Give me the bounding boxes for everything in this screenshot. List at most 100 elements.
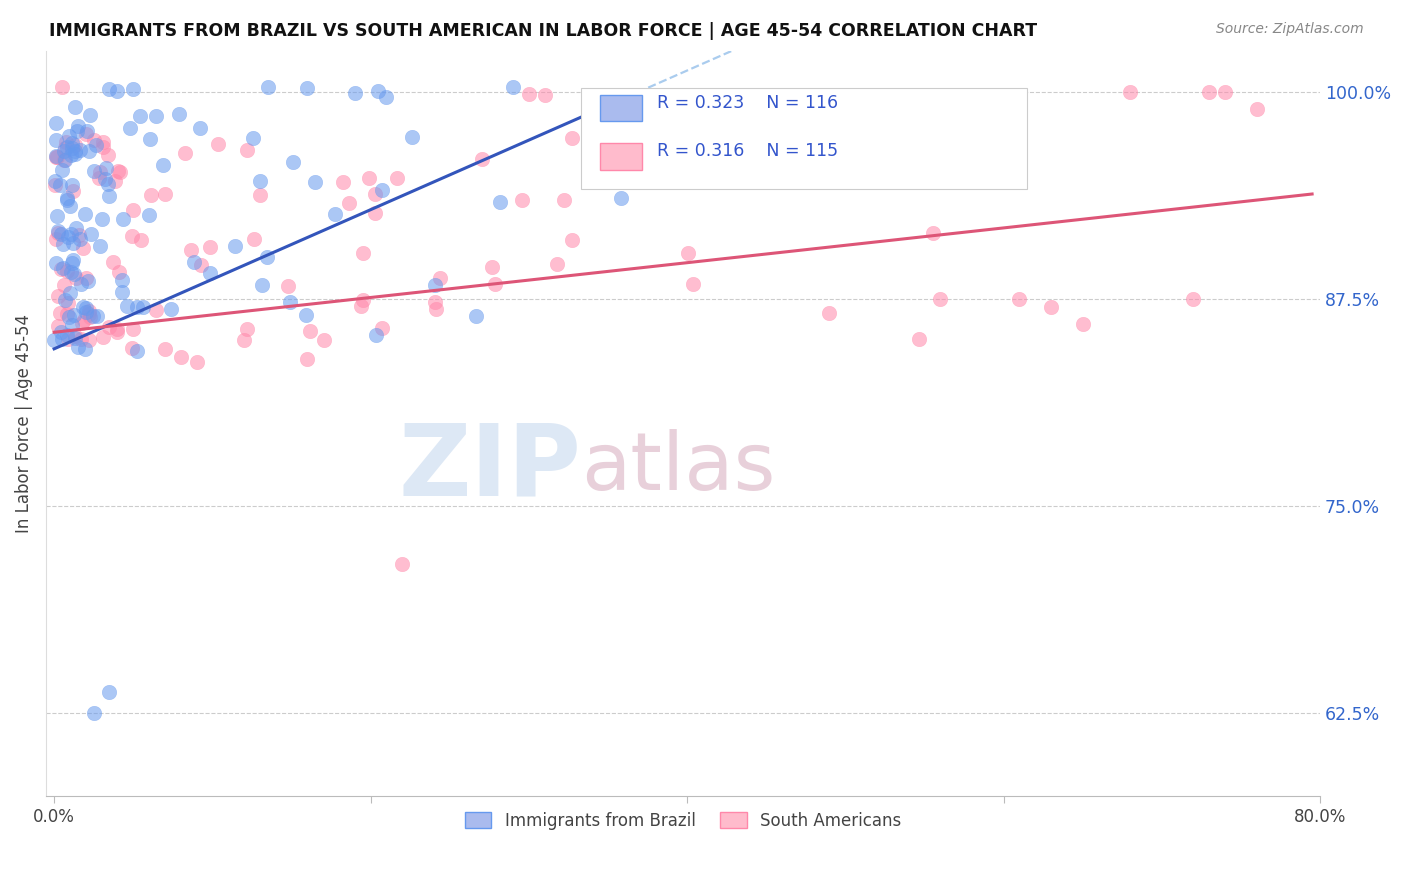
Point — [1119, 85, 1142, 99]
Point — [371, 321, 394, 335]
Point — [108, 265, 131, 279]
Point — [56, 230, 79, 244]
Point — [1008, 292, 1031, 306]
Point — [357, 171, 380, 186]
Point — [489, 195, 512, 210]
Point — [277, 279, 299, 293]
Point — [53, 141, 76, 155]
Point — [58, 332, 80, 346]
Point — [125, 343, 148, 358]
Point — [63, 144, 86, 158]
Point — [170, 350, 193, 364]
Point — [45, 232, 67, 246]
Point — [249, 188, 271, 202]
Point — [60, 136, 83, 150]
Point — [98, 82, 121, 96]
Point — [465, 309, 488, 323]
Point — [56, 264, 79, 278]
Point — [62, 235, 84, 250]
Point — [94, 161, 117, 175]
Point — [97, 148, 120, 162]
Point — [60, 178, 83, 193]
FancyBboxPatch shape — [600, 95, 641, 121]
Point — [236, 322, 259, 336]
Point — [249, 174, 271, 188]
Point — [56, 193, 79, 207]
Point — [183, 254, 205, 268]
Point — [582, 138, 605, 153]
Point — [481, 260, 503, 274]
Point — [77, 303, 100, 318]
Point — [56, 307, 79, 321]
Point — [53, 153, 76, 167]
Point — [107, 326, 129, 340]
Point — [180, 243, 202, 257]
Text: IMMIGRANTS FROM BRAZIL VS SOUTH AMERICAN IN LABOR FORCE | AGE 45-54 CORRELATION : IMMIGRANTS FROM BRAZIL VS SOUTH AMERICAN… — [49, 22, 1038, 40]
Text: R = 0.316    N = 115: R = 0.316 N = 115 — [657, 143, 838, 161]
Point — [79, 108, 101, 122]
Point — [128, 108, 150, 122]
Point — [87, 171, 110, 186]
Point — [367, 84, 389, 98]
Point — [79, 144, 101, 158]
Point — [295, 351, 318, 366]
Point — [337, 196, 360, 211]
Point — [880, 151, 903, 165]
Point — [94, 172, 117, 186]
Point — [190, 258, 212, 272]
Point — [52, 153, 75, 167]
Point — [676, 246, 699, 260]
Point — [45, 256, 67, 270]
Point — [533, 88, 555, 103]
Point — [52, 237, 75, 252]
Point — [91, 140, 114, 154]
Point — [56, 140, 79, 154]
Point — [91, 135, 114, 149]
FancyBboxPatch shape — [581, 88, 1026, 188]
Point — [46, 150, 69, 164]
Point — [62, 185, 84, 199]
Point — [364, 186, 387, 201]
Point — [242, 130, 264, 145]
Point — [83, 163, 105, 178]
Point — [190, 120, 212, 135]
Point — [76, 301, 98, 315]
Point — [364, 328, 387, 343]
Point — [352, 245, 374, 260]
Point — [45, 150, 67, 164]
Point — [72, 300, 94, 314]
Point — [546, 257, 568, 271]
Point — [49, 325, 72, 339]
Point — [132, 300, 155, 314]
Point — [207, 137, 229, 152]
Point — [69, 232, 91, 246]
Point — [371, 183, 394, 197]
Point — [65, 331, 87, 345]
Point — [75, 305, 97, 319]
Point — [818, 306, 841, 320]
Point — [69, 277, 91, 291]
Text: atlas: atlas — [581, 429, 776, 508]
Point — [314, 333, 336, 347]
Point — [1213, 85, 1236, 99]
Point — [425, 302, 447, 317]
Point — [45, 116, 67, 130]
Point — [167, 106, 190, 120]
Point — [72, 316, 94, 330]
Point — [63, 329, 86, 343]
Point — [728, 160, 751, 174]
Point — [391, 557, 413, 571]
Point — [125, 300, 148, 314]
Point — [75, 271, 97, 285]
Point — [250, 278, 273, 293]
Point — [73, 207, 96, 221]
Point — [278, 295, 301, 310]
Point — [73, 342, 96, 356]
Point — [58, 310, 80, 324]
Point — [561, 131, 583, 145]
Point — [83, 706, 105, 721]
Point — [55, 135, 77, 149]
Point — [668, 172, 690, 186]
Point — [77, 307, 100, 321]
Point — [236, 144, 259, 158]
